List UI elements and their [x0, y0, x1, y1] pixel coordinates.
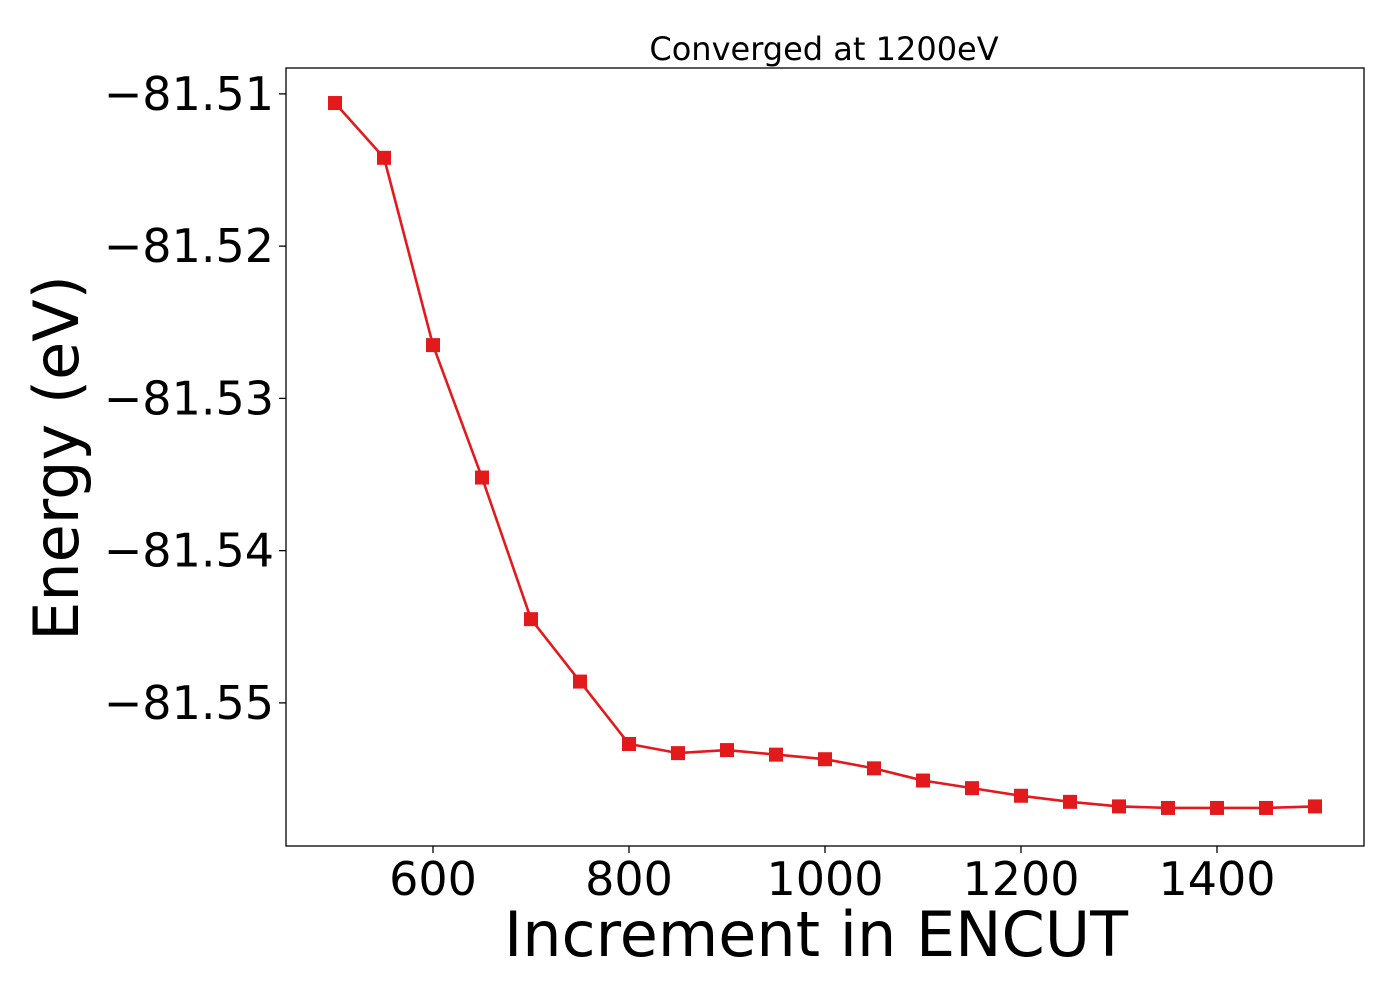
data-point [475, 470, 489, 485]
y-axis-label: Energy (eV) [20, 275, 93, 641]
data-point [965, 781, 979, 796]
chart-title: Converged at 1200eV [649, 30, 998, 68]
x-tick-label: 600 [389, 852, 477, 906]
x-tick-label: 1400 [1158, 852, 1275, 906]
data-point [769, 747, 783, 762]
series-line [334, 102, 1316, 810]
x-axis-label: Increment in ENCUT [504, 898, 1129, 971]
axis-ticks: 600 800 1000 1200 1400 −81.51 −81.52 −81.53 −81.… [104, 67, 1276, 906]
series-group [328, 96, 1322, 815]
x-tick-label: 800 [585, 852, 673, 906]
y-tick-label: −81.52 [104, 219, 274, 273]
data-point [671, 746, 685, 761]
data-point [916, 773, 930, 788]
data-point [1308, 799, 1322, 814]
data-point [1063, 794, 1077, 809]
data-point [622, 736, 636, 751]
y-tick-label: −81.53 [104, 371, 274, 425]
plot-frame [285, 67, 1365, 847]
data-point [1112, 799, 1126, 814]
data-point [1210, 800, 1224, 815]
y-tick-label: −81.55 [104, 676, 274, 730]
data-point [867, 761, 881, 776]
data-point [818, 752, 832, 767]
y-tick-label: −81.54 [104, 524, 274, 578]
data-point [426, 338, 440, 353]
y-tick-label: −81.51 [104, 67, 274, 121]
x-tick-label: 1000 [766, 852, 883, 906]
data-point [1014, 788, 1028, 803]
x-tick-label: 1200 [962, 852, 1079, 906]
data-point [524, 612, 538, 627]
data-point [1259, 800, 1273, 815]
data-point [573, 674, 587, 689]
data-point [377, 150, 391, 165]
data-point [1161, 800, 1175, 815]
data-point [720, 743, 734, 758]
data-point [328, 96, 342, 111]
